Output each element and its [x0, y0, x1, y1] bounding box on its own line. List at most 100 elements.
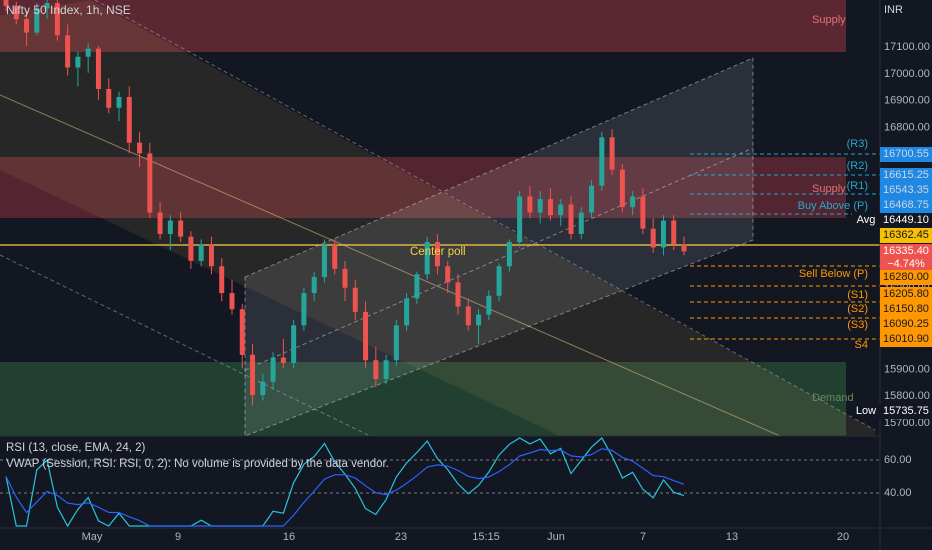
price-tag-s1: 16205.80 — [880, 287, 932, 302]
candle-body — [85, 48, 91, 57]
x-tick-may: May — [81, 531, 103, 543]
supply-label-top: Supply — [812, 14, 846, 26]
supply-zone-mid — [0, 157, 846, 218]
candle-body — [424, 242, 430, 275]
price-tag-r3: 16700.55 — [880, 147, 932, 162]
candle-body — [445, 266, 451, 283]
candle-body — [260, 381, 266, 396]
demand-label: Demand — [812, 392, 854, 404]
candle-body — [681, 244, 687, 252]
demand-zone — [0, 362, 846, 436]
candle-body — [609, 137, 615, 170]
pivot-lines — [0, 153, 880, 340]
rsi-tick-60: 60.00 — [884, 454, 912, 466]
x-tick-13: 13 — [725, 531, 739, 543]
level-r3-label: (R3) — [846, 138, 868, 150]
candle-body — [332, 244, 338, 269]
candle-body — [619, 169, 625, 208]
candle-body — [517, 196, 523, 243]
candle-body — [3, 0, 9, 6]
candle-body — [13, 5, 19, 20]
price-tag-avg: 16449.10 — [880, 213, 932, 228]
candle-body — [24, 19, 30, 33]
price-tag-r1: 16543.35 — [880, 183, 932, 198]
candle-body — [363, 311, 369, 361]
candle-body — [321, 244, 327, 277]
candle-body — [291, 325, 297, 363]
price-change: −4.74% — [887, 258, 925, 270]
candle-body — [167, 220, 173, 234]
price-tag-buy-above: 16468.75 — [880, 198, 932, 213]
candle-body — [311, 276, 317, 294]
x-tick-1515: 15:15 — [472, 531, 500, 543]
candle-body — [650, 228, 656, 248]
candle-body — [373, 360, 379, 380]
price-tag-s2: 16150.80 — [880, 302, 932, 317]
candle-body — [434, 242, 440, 267]
candle-body — [537, 199, 543, 213]
candle-body — [147, 153, 153, 213]
candle-body — [219, 266, 225, 294]
level-low-label: Low — [852, 404, 880, 419]
price-tag-sell-below: 16280.00 — [880, 270, 932, 285]
candle-body — [342, 268, 348, 288]
level-s3-label: (S3) — [847, 319, 868, 331]
candle-body — [383, 360, 389, 380]
candle-body — [44, 3, 50, 9]
candle-body — [270, 357, 276, 382]
rsi-legend[interactable]: RSI (13, close, EMA, 24, 2) — [6, 442, 146, 454]
candle-body — [75, 56, 81, 68]
candle-body — [404, 298, 410, 326]
level-buy-above-label: Buy Above (P) — [797, 200, 868, 212]
candle-body — [660, 220, 666, 248]
candle-body — [137, 142, 143, 154]
descending-channel-lower — [0, 254, 371, 437]
ascending-channel — [244, 57, 754, 437]
currency-label: INR — [884, 4, 903, 16]
candle-body — [65, 35, 71, 68]
candle-body — [589, 185, 595, 213]
descending-channel-upper — [94, 0, 876, 431]
x-tick-23: 23 — [394, 531, 408, 543]
level-s1-label: (S1) — [847, 289, 868, 301]
candle-body — [568, 204, 574, 234]
candle-body — [280, 357, 286, 363]
center-poll-label: Center poll — [410, 246, 466, 258]
level-s2-label: (S2) — [847, 303, 868, 315]
price-tag-low: 15735.75 — [880, 404, 932, 419]
candle-body — [208, 244, 214, 267]
candle-body — [239, 309, 245, 355]
y-tick-label: 15700.00 — [884, 417, 930, 429]
vwap-legend[interactable]: VWAP (Session, RSI: RSI, 0, 2): No volum… — [6, 458, 389, 470]
level-avg-label: Avg — [852, 213, 880, 228]
candle-body — [250, 354, 256, 396]
last-price-tag: 16335.40 −4.74% — [880, 244, 932, 272]
candle-body — [414, 274, 420, 299]
supply-zone-top — [0, 0, 846, 52]
rsi-ema-line — [5, 448, 685, 527]
candle-body — [558, 204, 564, 216]
candle-body — [352, 287, 358, 312]
x-tick-16: 16 — [282, 531, 296, 543]
level-s4-label: S4 — [854, 339, 868, 351]
y-tick-label: 16900.00 — [884, 95, 930, 107]
candle-body — [506, 242, 512, 267]
candle-body — [198, 244, 204, 261]
ascending-channel-mid — [244, 147, 754, 371]
y-tick-label: 15800.00 — [884, 390, 930, 402]
candle-body — [496, 266, 502, 296]
candle-body — [640, 196, 646, 229]
candle-body — [455, 282, 461, 307]
y-tick-label: 17000.00 — [884, 68, 930, 80]
y-tick-label: 17100.00 — [884, 41, 930, 53]
price-tag-center: 16362.45 — [880, 228, 932, 243]
candles — [3, 0, 687, 406]
candle-body — [34, 8, 40, 33]
supply-label-mid: Supply — [812, 183, 846, 195]
candle-body — [301, 293, 307, 326]
y-tick-label: 16800.00 — [884, 122, 930, 134]
candle-body — [106, 88, 112, 108]
candle-body — [527, 196, 533, 213]
price-tag-s3: 16090.25 — [880, 317, 932, 332]
